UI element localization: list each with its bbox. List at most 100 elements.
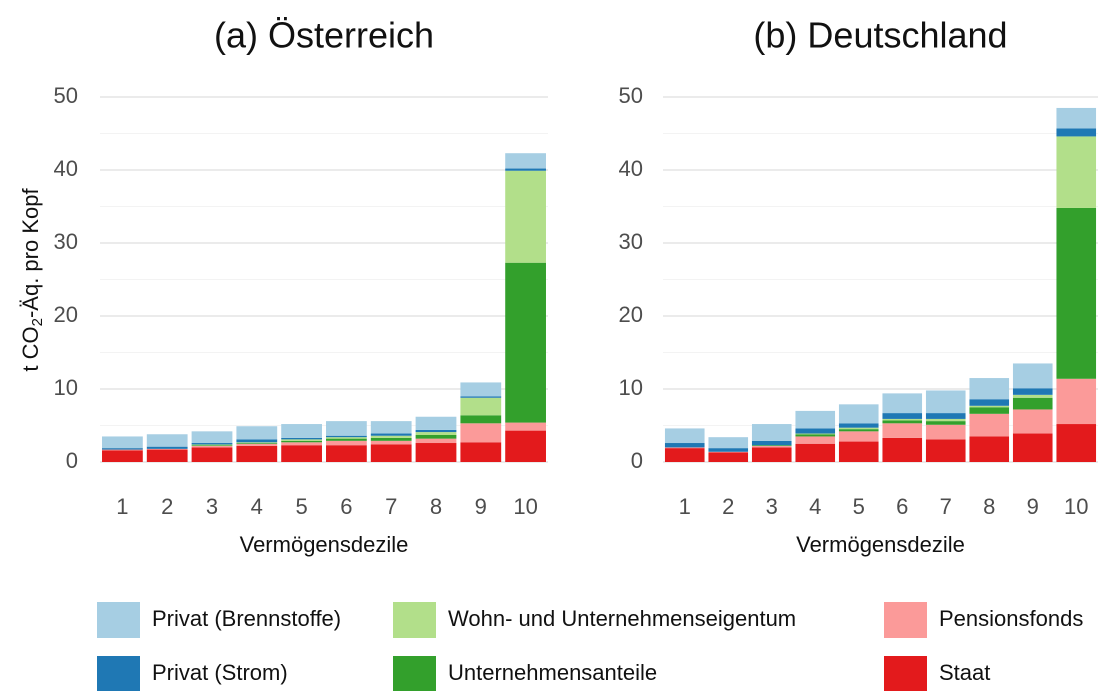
y-tick-label: 20 (54, 302, 78, 327)
bar-segment (925, 390, 966, 414)
bar-segment (969, 399, 1010, 406)
bar-segment (460, 397, 502, 416)
x-tick-label: 2 (722, 494, 734, 519)
bar-segment (751, 445, 792, 446)
y-tick-label: 30 (619, 229, 643, 254)
bar-segment (460, 382, 502, 397)
bar-segment (281, 439, 322, 441)
bar-segment (751, 447, 792, 462)
bar-segment (505, 422, 546, 431)
bar-segment (1056, 136, 1097, 208)
bar-segment (370, 440, 412, 445)
bar-segment (415, 432, 457, 435)
y-tick-label: 0 (631, 448, 643, 473)
x-tick-label: 2 (161, 494, 173, 519)
bar-segment (838, 404, 879, 424)
y-label-sub: 2 (29, 318, 46, 326)
bar-segment (1056, 128, 1097, 137)
y-tick-label: 10 (54, 375, 78, 400)
y-tick-label: 50 (54, 83, 78, 108)
legend-label: Privat (Strom) (152, 660, 288, 685)
bar-segment (1012, 433, 1053, 462)
bar-segment (925, 418, 966, 422)
bar-segment (191, 445, 233, 448)
bar-segment (751, 424, 792, 441)
bar-segment (236, 439, 278, 443)
x-tick-label: 4 (809, 494, 821, 519)
x-tick-label: 4 (251, 494, 263, 519)
bar-segment (415, 438, 457, 444)
x-tick-label: 7 (385, 494, 397, 519)
bar-segment (146, 448, 188, 450)
bar-segment (969, 378, 1010, 400)
x-axis-label: Vermögensdezile (240, 532, 409, 557)
x-tick-label: 1 (116, 494, 128, 519)
y-tick-label: 30 (54, 229, 78, 254)
y-tick-label: 0 (66, 448, 78, 473)
bar-segment (102, 449, 143, 451)
bar-segment (925, 413, 966, 419)
bar-segment (326, 437, 367, 439)
x-tick-label: 6 (340, 494, 352, 519)
x-tick-label: 6 (896, 494, 908, 519)
bar-segment (838, 427, 879, 430)
bar-segment (281, 437, 322, 440)
chart-title: (b) Deutschland (753, 15, 1007, 56)
bar-segment (102, 450, 143, 462)
legend-swatch (97, 656, 140, 691)
bar-segment (882, 413, 923, 419)
legend-swatch (884, 656, 927, 691)
bar-segment (326, 438, 367, 441)
bar-segment (460, 415, 502, 424)
bar-segment (281, 424, 322, 438)
bar-segment (882, 393, 923, 414)
bar-segment (1012, 388, 1053, 395)
bar-segment (925, 439, 966, 462)
bar-segment (882, 418, 923, 421)
bar-segment (751, 445, 792, 448)
bar-segment (236, 443, 278, 444)
bar-segment (370, 437, 412, 441)
bar-segment (460, 423, 502, 443)
legend-label: Wohn- und Unternehmenseigentum (448, 606, 796, 631)
bar-segment (146, 434, 188, 447)
bar-segment (505, 430, 546, 462)
bar-segment (415, 434, 457, 439)
chart-title: (a) Österreich (214, 15, 434, 56)
bar-segment (838, 431, 879, 442)
bar-segment (326, 440, 367, 446)
bar-segment (925, 424, 966, 440)
bar-segment (146, 449, 188, 462)
bar-segment (708, 452, 749, 462)
bar-segment (664, 447, 705, 449)
bar-segment (146, 446, 188, 449)
bar-segment (370, 444, 412, 462)
bar-segment (708, 451, 749, 453)
bar-segment (795, 434, 836, 437)
bar-segment (1012, 397, 1053, 410)
legend-label: Unternehmensanteile (448, 660, 657, 685)
bar-segment (969, 407, 1010, 414)
bar-segment (102, 448, 143, 450)
y-label-part: t CO (18, 326, 43, 371)
bar-segment (795, 428, 836, 434)
bar-segment (664, 448, 705, 462)
bar-segment (326, 421, 367, 436)
x-tick-label: 3 (766, 494, 778, 519)
bar-segment (664, 443, 705, 448)
bar-segment (1056, 424, 1097, 462)
y-tick-label: 20 (619, 302, 643, 327)
bar-segment (969, 436, 1010, 462)
bar-segment (1056, 107, 1097, 129)
y-tick-label: 50 (619, 83, 643, 108)
bar-segment (1012, 394, 1053, 398)
bar-segment (969, 413, 1010, 437)
bar-segment (925, 421, 966, 425)
bar-segment (326, 445, 367, 462)
x-tick-label: 8 (430, 494, 442, 519)
bar-segment (795, 443, 836, 462)
x-tick-label: 9 (475, 494, 487, 519)
bar-segment (882, 423, 923, 438)
bar-segment (664, 428, 705, 444)
x-tick-label: 10 (513, 494, 537, 519)
